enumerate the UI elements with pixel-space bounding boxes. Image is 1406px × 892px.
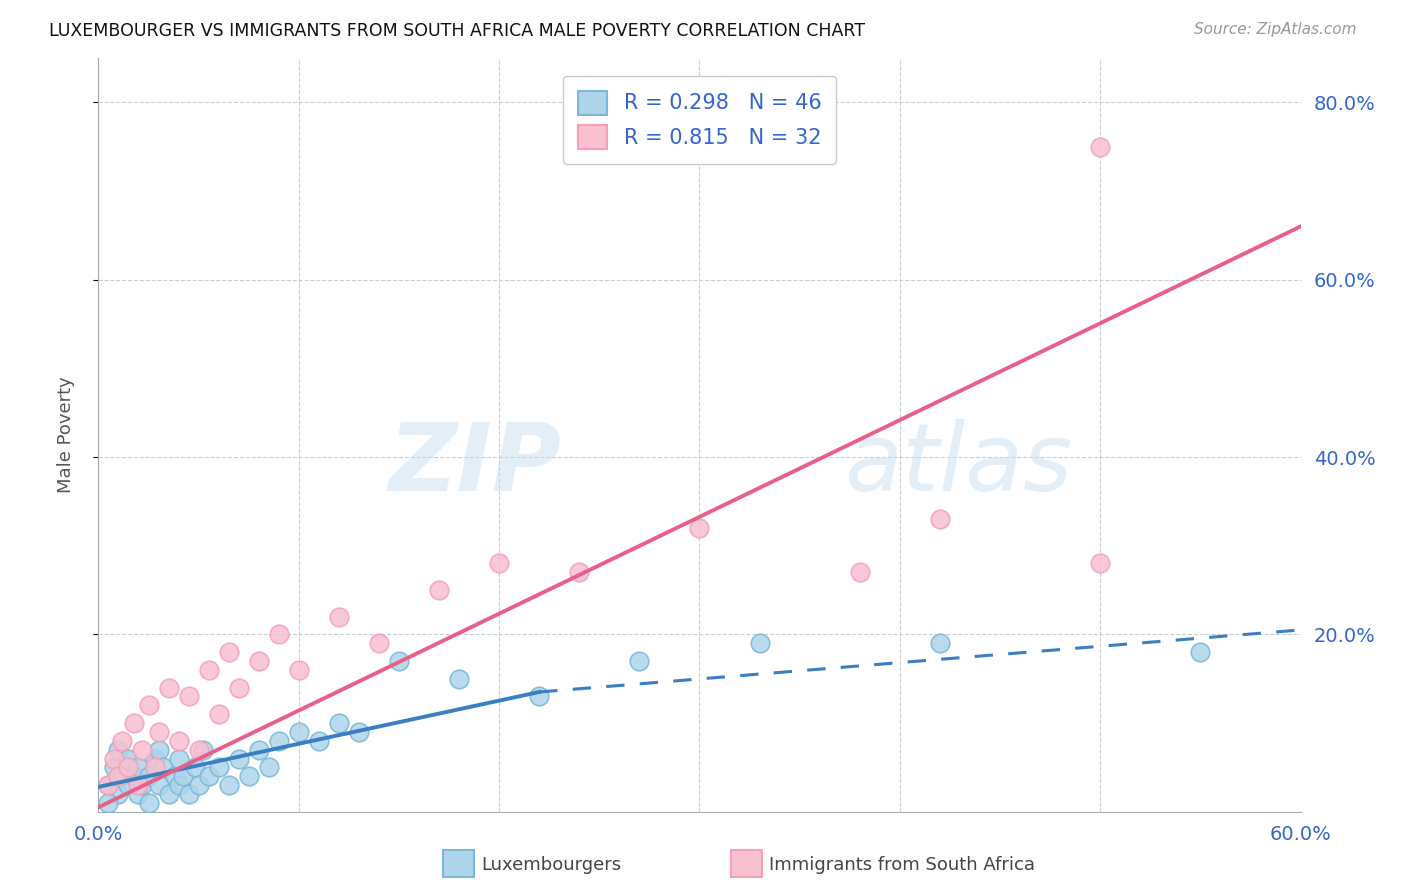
Point — [97, 796, 120, 810]
Point — [347, 725, 370, 739]
Point — [167, 751, 190, 765]
Point — [238, 769, 260, 783]
Point — [183, 760, 205, 774]
Point — [111, 733, 134, 747]
Point — [128, 787, 150, 801]
Point — [208, 707, 231, 722]
Point — [191, 742, 214, 756]
Point — [138, 796, 160, 810]
Point — [107, 769, 129, 783]
Point — [107, 742, 129, 756]
Point — [267, 627, 290, 641]
Point — [218, 778, 240, 792]
Point — [257, 760, 280, 774]
Point — [117, 751, 139, 765]
Point — [187, 742, 209, 756]
Point — [148, 742, 170, 756]
Point — [103, 751, 125, 765]
Point — [228, 681, 250, 695]
Point — [568, 566, 591, 580]
Text: Immigrants from South Africa: Immigrants from South Africa — [769, 856, 1035, 874]
Point — [103, 760, 125, 774]
Legend: R = 0.298   N = 46, R = 0.815   N = 32: R = 0.298 N = 46, R = 0.815 N = 32 — [564, 76, 835, 163]
Point — [167, 733, 190, 747]
Point — [388, 654, 411, 668]
Point — [267, 733, 290, 747]
Point — [143, 751, 166, 765]
Point — [187, 778, 209, 792]
Point — [177, 690, 200, 704]
Point — [368, 636, 391, 650]
Point — [128, 760, 150, 774]
Point — [97, 778, 120, 792]
Point — [1088, 557, 1111, 571]
Point — [849, 566, 872, 580]
Point — [111, 769, 134, 783]
Point — [107, 787, 129, 801]
Point — [131, 778, 153, 792]
Point — [97, 778, 120, 792]
Point — [1088, 139, 1111, 153]
Point — [124, 716, 146, 731]
Point — [124, 769, 146, 783]
Point — [197, 663, 219, 677]
Point — [172, 769, 194, 783]
Point — [228, 751, 250, 765]
Point — [748, 636, 770, 650]
Point — [288, 663, 311, 677]
Point — [138, 769, 160, 783]
Point — [328, 609, 350, 624]
Point — [247, 654, 270, 668]
Point — [247, 742, 270, 756]
Text: Luxembourgers: Luxembourgers — [481, 856, 621, 874]
Point — [157, 681, 180, 695]
Point — [308, 733, 330, 747]
Text: LUXEMBOURGER VS IMMIGRANTS FROM SOUTH AFRICA MALE POVERTY CORRELATION CHART: LUXEMBOURGER VS IMMIGRANTS FROM SOUTH AF… — [49, 22, 865, 40]
Point — [152, 760, 174, 774]
Point — [143, 760, 166, 774]
Point — [427, 582, 450, 597]
Point — [197, 769, 219, 783]
Point — [447, 672, 470, 686]
Point — [689, 521, 711, 535]
Point — [929, 512, 952, 526]
Point — [117, 760, 139, 774]
Text: ZIP: ZIP — [388, 419, 561, 511]
Point — [128, 778, 150, 792]
Point — [163, 769, 186, 783]
Point — [288, 725, 311, 739]
Point — [148, 778, 170, 792]
Point — [177, 787, 200, 801]
Point — [488, 557, 510, 571]
Text: Source: ZipAtlas.com: Source: ZipAtlas.com — [1194, 22, 1357, 37]
Point — [929, 636, 952, 650]
Point — [167, 778, 190, 792]
Point — [148, 725, 170, 739]
Point — [328, 716, 350, 731]
Point — [138, 698, 160, 713]
Point — [1189, 645, 1212, 659]
Point — [131, 742, 153, 756]
Point — [529, 690, 551, 704]
Point — [157, 787, 180, 801]
Text: atlas: atlas — [844, 419, 1071, 510]
Point — [208, 760, 231, 774]
Point — [218, 645, 240, 659]
Point — [117, 778, 139, 792]
Y-axis label: Male Poverty: Male Poverty — [56, 376, 75, 493]
Point — [628, 654, 651, 668]
